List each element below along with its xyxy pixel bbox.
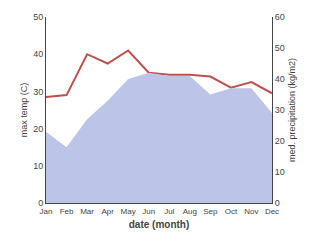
svg-text:20: 20 (275, 136, 285, 146)
svg-text:60: 60 (275, 12, 285, 22)
svg-text:Aug: Aug (183, 207, 197, 216)
svg-text:max temp (C): max temp (C) (19, 83, 29, 138)
svg-text:Jun: Jun (142, 207, 155, 216)
svg-text:Sep: Sep (203, 207, 218, 216)
svg-text:10: 10 (33, 161, 43, 171)
svg-text:50: 50 (33, 12, 43, 22)
svg-text:May: May (121, 207, 136, 216)
svg-text:0: 0 (275, 198, 280, 208)
svg-text:30: 30 (33, 87, 43, 97)
svg-text:10: 10 (275, 167, 285, 177)
svg-text:Oct: Oct (225, 207, 238, 216)
svg-text:med. precipitation (kg/m2): med. precipitation (kg/m2) (287, 58, 297, 162)
svg-text:Nov: Nov (244, 207, 258, 216)
svg-text:20: 20 (33, 124, 43, 134)
svg-text:0: 0 (38, 198, 43, 208)
svg-text:40: 40 (33, 49, 43, 59)
svg-text:date (month): date (month) (129, 219, 190, 230)
svg-text:Dec: Dec (265, 207, 279, 216)
svg-text:Mar: Mar (80, 207, 94, 216)
svg-text:Jul: Jul (164, 207, 174, 216)
svg-text:Jan: Jan (40, 207, 53, 216)
svg-text:40: 40 (275, 74, 285, 84)
svg-text:50: 50 (275, 43, 285, 53)
svg-text:30: 30 (275, 105, 285, 115)
svg-text:Apr: Apr (101, 207, 114, 216)
svg-text:Feb: Feb (60, 207, 74, 216)
